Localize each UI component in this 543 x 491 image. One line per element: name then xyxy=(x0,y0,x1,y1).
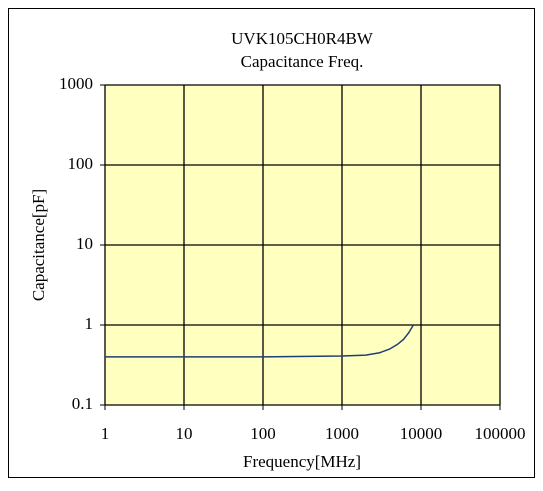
y-tick-label: 1 xyxy=(85,314,94,333)
x-axis-label: Frequency[MHz] xyxy=(243,452,361,471)
chart-title: UVK105CH0R4BW xyxy=(231,29,374,48)
chart-subtitle: Capacitance Freq. xyxy=(241,52,364,71)
y-tick-label: 0.1 xyxy=(72,394,93,413)
x-tick-label: 100000 xyxy=(475,424,526,443)
x-tick-label: 1000 xyxy=(325,424,359,443)
y-axis-label: Capacitance[pF] xyxy=(29,189,48,301)
y-tick-label: 100 xyxy=(68,154,94,173)
y-tick-label: 10 xyxy=(76,234,93,253)
data-line xyxy=(105,324,414,358)
x-tick-label: 1 xyxy=(101,424,110,443)
y-tick-label: 1000 xyxy=(59,74,93,93)
x-tick-label: 10 xyxy=(176,424,193,443)
x-tick-label: 100 xyxy=(250,424,276,443)
x-tick-label: 10000 xyxy=(400,424,443,443)
